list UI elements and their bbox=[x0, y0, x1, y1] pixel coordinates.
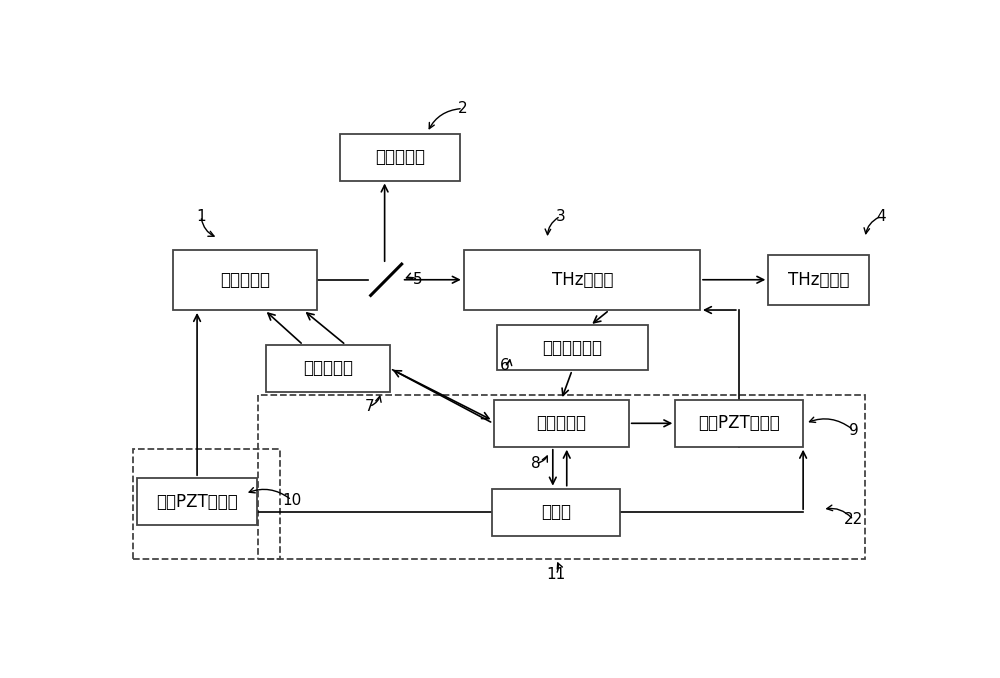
Bar bbox=[266, 345, 390, 392]
Text: 3: 3 bbox=[556, 209, 565, 224]
Text: THz功率计: THz功率计 bbox=[788, 271, 849, 289]
Bar bbox=[258, 395, 865, 559]
Text: 光声探测装置: 光声探测装置 bbox=[542, 338, 602, 357]
Bar bbox=[675, 400, 803, 447]
Bar bbox=[494, 400, 629, 447]
Text: 11: 11 bbox=[546, 567, 566, 582]
Bar bbox=[133, 450, 280, 559]
Text: 22: 22 bbox=[844, 513, 863, 527]
Bar bbox=[137, 478, 257, 525]
Text: 4: 4 bbox=[877, 209, 886, 224]
Text: 7: 7 bbox=[364, 399, 374, 414]
Text: 泵浦激光器: 泵浦激光器 bbox=[220, 271, 270, 289]
Bar bbox=[768, 255, 869, 304]
Text: 9: 9 bbox=[849, 422, 858, 437]
Text: 第一PZT驱动器: 第一PZT驱动器 bbox=[698, 414, 780, 433]
Text: 2: 2 bbox=[458, 101, 468, 116]
Bar bbox=[492, 489, 620, 536]
Text: 计算机: 计算机 bbox=[541, 503, 571, 521]
Bar bbox=[340, 134, 460, 180]
Bar bbox=[497, 325, 648, 370]
Text: 1: 1 bbox=[196, 209, 206, 224]
Text: 5: 5 bbox=[413, 273, 423, 287]
Bar bbox=[173, 250, 317, 310]
Text: 锁相放大器: 锁相放大器 bbox=[536, 414, 586, 433]
Text: 红外探测器: 红外探测器 bbox=[375, 148, 425, 166]
Text: 第二PZT驱动器: 第二PZT驱动器 bbox=[156, 493, 238, 511]
Text: 8: 8 bbox=[531, 456, 541, 471]
Text: THz谐振腔: THz谐振腔 bbox=[552, 271, 613, 289]
Text: 激光器电源: 激光器电源 bbox=[303, 359, 353, 378]
Text: 10: 10 bbox=[282, 492, 301, 508]
Bar bbox=[464, 250, 700, 310]
Text: 6: 6 bbox=[500, 359, 510, 374]
